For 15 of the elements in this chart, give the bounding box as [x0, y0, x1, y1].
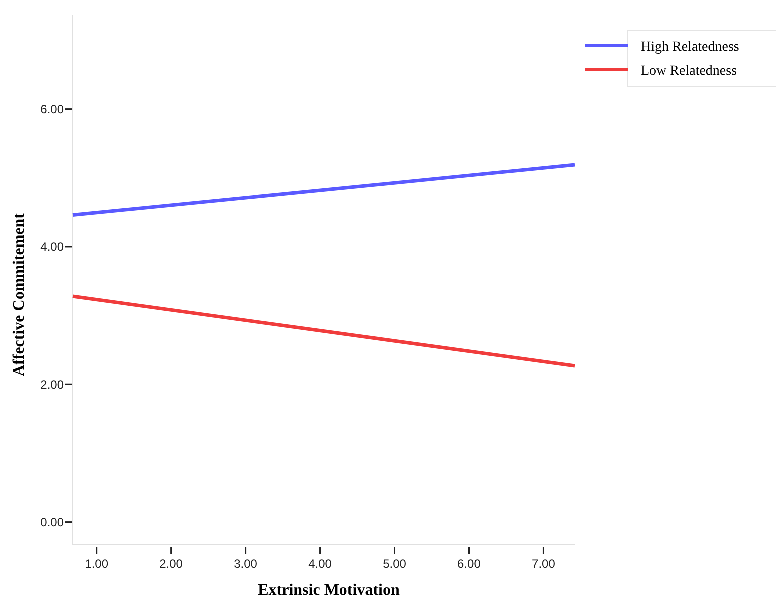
y-tick-label: 6.00	[40, 102, 64, 116]
x-tick-label: 6.00	[458, 557, 482, 571]
x-tick-label: 7.00	[532, 557, 556, 571]
legend-label: High Relatedness	[641, 40, 740, 55]
x-tick-label: 5.00	[383, 557, 407, 571]
y-tick-label: 4.00	[40, 240, 64, 254]
x-tick-label: 2.00	[160, 557, 184, 571]
legend-label: Low Relatedness	[641, 64, 738, 79]
x-tick-label: 4.00	[308, 557, 332, 571]
y-axis-title: Affective Commitement	[11, 212, 28, 377]
x-axis-title: Extrinsic Motivation	[258, 582, 400, 599]
y-tick-label: 0.00	[40, 515, 64, 530]
y-tick-label: 2.00	[40, 378, 64, 392]
x-tick-label: 3.00	[234, 557, 258, 571]
x-tick-label: 1.00	[85, 557, 109, 571]
